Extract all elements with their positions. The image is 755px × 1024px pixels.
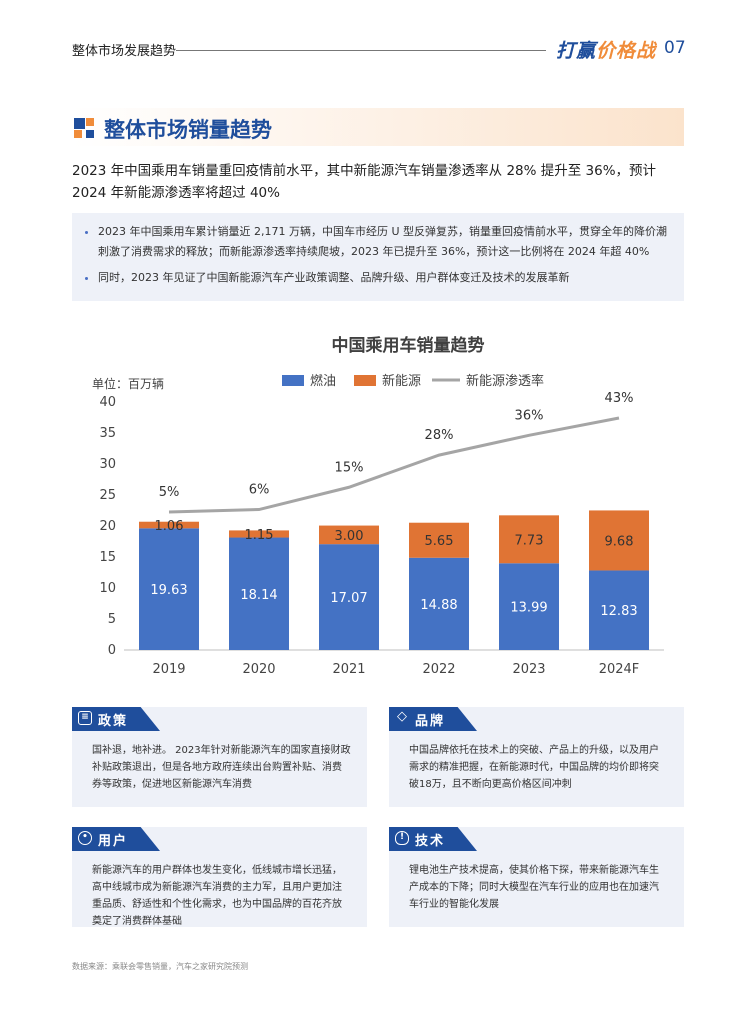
y-tick-label: 0	[108, 643, 116, 658]
bar-fuel	[229, 537, 289, 650]
policy-card: ≡ 政策 国补退，地补进。 2023年针对新能源汽车的国家直接财政补贴政策退出，…	[72, 707, 367, 807]
section-header-title: 整体市场发展趋势	[72, 44, 177, 59]
data-source-note: 数据来源：乘联会零售销量，汽车之家研究院预测	[72, 962, 248, 971]
bar-fuel	[589, 570, 649, 650]
user-icon: •	[78, 831, 92, 845]
page-number: 07	[664, 38, 686, 58]
y-axis: 0 5 10 15 20 25 30 35 40	[99, 395, 116, 658]
legend-label-nev: 新能源	[382, 373, 421, 389]
penetration-label: 5%	[159, 485, 180, 500]
x-tick-label: 2022	[422, 662, 455, 677]
y-tick-label: 20	[99, 519, 116, 534]
legend-label-penetration: 新能源渗透率	[466, 373, 544, 389]
x-tick-label: 2019	[152, 662, 185, 677]
brand-card-title: 品牌	[415, 714, 446, 729]
y-tick-label: 10	[99, 581, 116, 596]
policy-card-tab: ≡ 政策	[72, 707, 160, 731]
lightbulb-icon: !	[395, 831, 409, 845]
bullet-item: 2023 年中国乘用车累计销量近 2,171 万辆，中国车市经历 U 型反弹复苏…	[98, 222, 670, 262]
bar-fuel	[319, 544, 379, 650]
tech-card-tab: ! 技术	[389, 827, 477, 851]
brand-logo: 打赢价格战	[556, 36, 656, 63]
fuel-data-label: 19.63	[150, 583, 187, 598]
x-tick-label: 2020	[242, 662, 275, 677]
policy-card-body: 国补退，地补进。 2023年针对新能源汽车的国家直接财政补贴政策退出，但是各地方…	[92, 745, 351, 790]
user-card-body: 新能源汽车的用户群体也发生变化，低线城市增长迅猛，高中线城市成为新能源汽车消费的…	[92, 865, 342, 927]
page-title: 整体市场销量趋势	[104, 118, 272, 142]
bar-nev	[409, 522, 469, 558]
sales-trend-chart: 中国乘用车销量趋势 单位：百万辆 燃油 新能源 新能源渗透率 0 5 10 15 20 25 3…	[92, 335, 664, 677]
bar-nev	[589, 510, 649, 571]
tech-card: ! 技术 锂电池生产技术提高，使其价格下探，带来新能源汽车生产成本的下降；同时大…	[389, 827, 684, 927]
bars-group: 19.63 1.06 18.14 1.15 17.07 3.00 14.88 5.65 13.9…	[139, 510, 649, 650]
tech-card-body: 锂电池生产技术提高，使其价格下探，带来新能源汽车生产成本的下降；同时大模型在汽车…	[409, 865, 659, 910]
penetration-label: 36%	[515, 408, 544, 423]
bar-nev	[139, 521, 199, 529]
x-axis: 2019 2020 2021 2022 2023 2024F	[152, 662, 639, 677]
brand-card: ◇ 品牌 中国品牌依托在技术上的突破、产品上的升级，以及用户需求的精准把握，在新…	[389, 707, 684, 807]
x-tick-label: 2024F	[599, 662, 640, 677]
user-card-title: 用户	[98, 834, 129, 849]
penetration-label: 6%	[249, 483, 270, 498]
bar-fuel	[139, 528, 199, 650]
fuel-data-label: 14.88	[420, 598, 457, 613]
nev-data-label: 5.65	[425, 534, 454, 549]
y-tick-label: 15	[99, 550, 116, 565]
y-tick-label: 30	[99, 457, 116, 472]
header-divider	[176, 50, 546, 51]
brand-card-body: 中国品牌依托在技术上的突破、产品上的升级，以及用户需求的精准把握，在新能源时代，…	[409, 745, 659, 790]
y-tick-label: 40	[99, 395, 116, 410]
penetration-label: 43%	[605, 391, 634, 406]
nev-data-label: 9.68	[605, 534, 634, 549]
y-tick-label: 35	[99, 426, 116, 441]
nev-data-label: 3.00	[335, 529, 364, 544]
bar-nev	[319, 525, 379, 545]
bar-nev	[499, 515, 559, 564]
nev-data-label: 1.06	[155, 519, 184, 534]
fuel-data-label: 17.07	[330, 591, 367, 606]
y-tick-label: 5	[108, 612, 116, 627]
bar-fuel	[499, 563, 559, 650]
chart-unit-label: 单位：百万辆	[92, 376, 164, 391]
brand-card-tab: ◇ 品牌	[389, 707, 477, 731]
title-squares-icon	[74, 118, 94, 138]
y-tick-label: 25	[99, 488, 116, 503]
bullet-item: 同时，2023 年见证了中国新能源汽车产业政策调整、品牌升级、用户群体变迁及技术…	[98, 268, 670, 288]
chart-legend: 燃油 新能源 新能源渗透率	[282, 373, 544, 389]
bar-fuel	[409, 557, 469, 650]
legend-label-fuel: 燃油	[310, 373, 336, 389]
penetration-line	[168, 416, 620, 514]
penetration-label: 15%	[335, 460, 364, 475]
tech-card-title: 技术	[415, 834, 446, 849]
bullet-box: 2023 年中国乘用车累计销量近 2,171 万辆，中国车市经历 U 型反弹复苏…	[72, 213, 684, 301]
legend-swatch-fuel	[282, 375, 304, 386]
title-band: 整体市场销量趋势	[72, 108, 684, 146]
brand-main: 打赢	[556, 40, 597, 62]
chart-title: 中国乘用车销量趋势	[332, 335, 485, 356]
fuel-data-label: 13.99	[510, 601, 547, 616]
user-card-tab: • 用户	[72, 827, 160, 851]
fuel-data-label: 18.14	[240, 588, 277, 603]
policy-document-icon: ≡	[78, 711, 92, 725]
bar-nev	[229, 530, 289, 538]
brand-accent: 价格战	[596, 40, 657, 62]
lead-paragraph: 2023 年中国乘用车销量重回疫情前水平，其中新能源汽车销量渗透率从 28% 提…	[72, 163, 657, 201]
fuel-data-label: 12.83	[600, 604, 637, 619]
penetration-label: 28%	[425, 428, 454, 443]
penetration-line-group: 5% 6% 15% 28% 36% 43%	[159, 391, 634, 514]
legend-swatch-nev	[354, 375, 376, 386]
diamond-icon: ◇	[397, 709, 407, 724]
user-card: • 用户 新能源汽车的用户群体也发生变化，低线城市增长迅猛，高中线城市成为新能源…	[72, 827, 367, 927]
x-tick-label: 2021	[332, 662, 365, 677]
nev-data-label: 1.15	[245, 528, 274, 543]
policy-card-title: 政策	[98, 714, 129, 729]
nev-data-label: 7.73	[515, 533, 544, 548]
x-tick-label: 2023	[512, 662, 545, 677]
